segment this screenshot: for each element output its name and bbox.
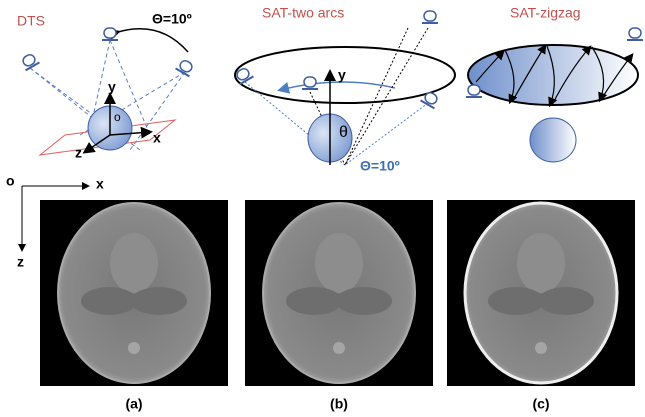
phantom-feature: [315, 233, 363, 293]
arc-arrow: [118, 29, 188, 52]
axis-label: z: [75, 145, 82, 161]
axis-label: o: [114, 110, 121, 124]
phantom-feature: [538, 287, 594, 315]
image-label: (a): [125, 396, 142, 412]
sat-two-arcs-panel: SAT-two arcs y θ Θ=10º: [234, 5, 455, 174]
panel-title: DTS: [17, 13, 45, 29]
phantom-feature: [535, 342, 547, 354]
phantom-feature: [336, 287, 392, 315]
phantom-feature: [128, 342, 140, 354]
arc-arrow: [280, 82, 395, 90]
phantom-feature: [131, 287, 187, 315]
panel-title: SAT-zigzag: [510, 5, 581, 21]
axis-label: y: [338, 67, 346, 83]
panel-title: SAT-two arcs: [262, 5, 344, 21]
phantom-feature: [286, 287, 342, 315]
phantom-feature: [517, 233, 565, 293]
theta-label: θ: [339, 124, 348, 141]
axis-label: x: [96, 176, 104, 192]
angle-label: Θ=10º: [360, 158, 400, 174]
image-label: (b): [330, 396, 348, 412]
phantom-feature: [333, 342, 345, 354]
object: [530, 118, 576, 162]
axis-label: z: [17, 254, 24, 270]
image-label: (c): [532, 396, 549, 412]
axis-label: x: [153, 130, 161, 146]
images: (a) (b) (c): [40, 200, 635, 412]
dts-panel: DTS Θ=10º y o z x: [17, 11, 195, 161]
axis-label: o: [6, 173, 15, 189]
figure: DTS Θ=10º y o z x SAT-two arcs y θ Θ=10º…: [0, 0, 645, 417]
phantom-feature: [110, 233, 158, 293]
phantom-feature: [488, 287, 544, 315]
sat-zigzag-panel: SAT-zigzag: [466, 5, 643, 162]
angle-label: Θ=10º: [152, 11, 192, 27]
phantom-feature: [81, 287, 137, 315]
axis-label: y: [108, 79, 116, 95]
